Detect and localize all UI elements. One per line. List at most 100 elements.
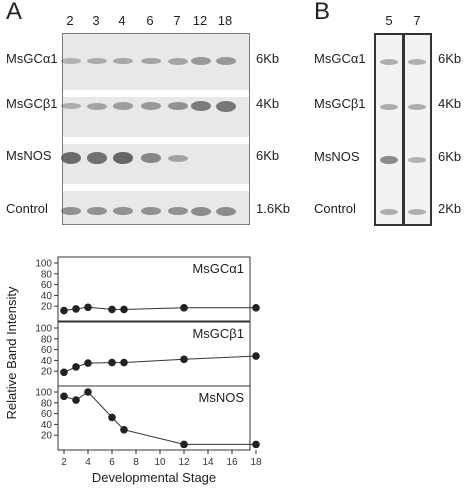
- x-tick-label: 6: [109, 457, 115, 468]
- blot-separator: [63, 90, 249, 97]
- data-point-msgcβ1: [108, 358, 116, 367]
- band-msgcα1-lane-12: [191, 57, 211, 65]
- y-tick-label: 20: [41, 431, 53, 442]
- row-label-msgcβ1: MsGCβ1: [6, 96, 58, 111]
- size-label-control: 1.6Kb: [256, 201, 290, 216]
- x-tick-label: 12: [178, 457, 190, 468]
- x-tick-label: 10: [154, 457, 166, 468]
- data-point-msgcβ1: [72, 363, 80, 371]
- data-point-msgcα1: [252, 304, 260, 312]
- band-msgcα1-lane-4: [113, 57, 133, 65]
- y-tick-label: 20: [41, 367, 53, 378]
- data-point-msgcα1: [60, 306, 68, 315]
- size-label-b-msnos: 6Kb: [438, 149, 462, 164]
- band-msnos-lane-6: [141, 153, 161, 163]
- band-control-lane-3: [87, 206, 107, 216]
- data-point-msnos: [108, 413, 116, 422]
- x-axis-label: Developmental Stage: [92, 470, 216, 485]
- lane-label-3: 3: [92, 13, 100, 28]
- band-msgcβ1-lane-3: [87, 102, 107, 110]
- lane-label-12: 12: [192, 13, 208, 28]
- panel-b-blot-lane-5: [374, 33, 404, 226]
- lane-label-18: 18: [217, 13, 233, 28]
- band-msgcα1-lane-3: [87, 57, 107, 65]
- size-label-b-control: 2Kb: [438, 201, 462, 216]
- y-tick-label: 60: [41, 345, 53, 356]
- band-control-lane-6: [141, 206, 161, 216]
- size-label-b-msgcα1: 6Kb: [438, 51, 462, 66]
- band-msgcα1-lane-6: [141, 57, 161, 65]
- data-point-msgcβ1: [60, 368, 68, 377]
- size-label-b-msgcβ1: 4Kb: [438, 96, 462, 111]
- blot-separator: [63, 137, 249, 144]
- data-point-msgcα1: [84, 303, 92, 312]
- band-b-control-lane-5: [380, 209, 398, 215]
- y-tick-label: 40: [41, 356, 53, 367]
- y-tick-label: 80: [41, 398, 53, 409]
- row-label-msgcα1: MsGCα1: [6, 51, 58, 66]
- band-b-msgcα1-lane-5: [380, 59, 398, 65]
- y-tick-label: 40: [41, 291, 53, 302]
- panel-b-blot-lane-7: [403, 33, 432, 226]
- y-tick-label: 20: [41, 302, 53, 313]
- band-msnos-lane-2: [61, 152, 81, 164]
- row-label-b-control: Control: [314, 201, 356, 216]
- size-label-msgcα1: 6Kb: [256, 51, 280, 66]
- data-point-msnos: [60, 392, 68, 401]
- data-point-msnos: [84, 388, 92, 396]
- chart-panel-title: MsGCα1: [192, 261, 244, 276]
- lane-label-4: 4: [118, 13, 126, 28]
- data-point-msgcα1: [72, 305, 80, 313]
- panel-a-blot: [61, 33, 250, 225]
- size-label-msgcβ1: 4Kb: [256, 96, 280, 111]
- band-control-lane-18: [216, 206, 236, 216]
- blot-separator: [63, 184, 249, 191]
- band-msnos-lane-7: [168, 154, 188, 162]
- x-tick-label: 16: [226, 457, 238, 468]
- data-point-msgcα1: [120, 305, 128, 314]
- band-msnos-lane-4: [113, 151, 133, 165]
- x-tick-label: 8: [133, 457, 139, 468]
- band-msgcβ1-lane-7: [168, 101, 188, 111]
- lane-label-b-5: 5: [385, 13, 393, 28]
- x-tick-label: 14: [202, 457, 214, 468]
- data-point-msgcβ1: [120, 358, 128, 367]
- chart-panel-title: MsNOS: [199, 390, 245, 405]
- band-msgcα1-lane-7: [168, 57, 188, 65]
- band-msnos-lane-3: [87, 152, 107, 164]
- row-label-b-msgcβ1: MsGCβ1: [314, 96, 366, 111]
- band-b-control-lane-7: [408, 209, 426, 215]
- data-point-msnos: [72, 396, 80, 404]
- x-tick-label: 18: [250, 457, 262, 468]
- band-control-lane-7: [168, 206, 188, 216]
- data-point-msgcα1: [108, 305, 116, 314]
- row-label-b-msgcα1: MsGCα1: [314, 51, 366, 66]
- y-axis-label: Relative Band Intensity: [4, 286, 19, 419]
- x-tick-label: 2: [61, 457, 67, 468]
- band-msgcα1-lane-18: [216, 57, 236, 65]
- y-tick-label: 100: [35, 388, 52, 399]
- y-tick-label: 100: [35, 259, 52, 270]
- band-b-msgcα1-lane-7: [408, 59, 426, 65]
- data-point-msnos: [180, 440, 188, 449]
- lane-label-7: 7: [173, 13, 181, 28]
- row-label-control: Control: [6, 201, 48, 216]
- series-line-msgcβ1: [63, 355, 257, 373]
- band-control-lane-12: [191, 206, 211, 216]
- data-point-msgcβ1: [84, 359, 92, 367]
- chart-panel-title: MsGCβ1: [192, 326, 244, 341]
- data-point-msgcβ1: [180, 355, 188, 364]
- y-tick-label: 100: [35, 324, 52, 335]
- lane-label-6: 6: [146, 13, 154, 28]
- data-point-msnos: [120, 426, 128, 434]
- panel-a-label: A: [6, 0, 23, 25]
- band-msgcβ1-lane-6: [141, 102, 161, 110]
- chart-panel-frame: [57, 385, 251, 451]
- data-point-msgcα1: [180, 304, 188, 312]
- data-point-msnos: [252, 440, 260, 449]
- band-b-msnos-lane-7: [408, 157, 426, 163]
- data-point-msgcβ1: [252, 352, 260, 360]
- size-label-msnos: 6Kb: [256, 148, 280, 163]
- lane-label-2: 2: [66, 13, 74, 28]
- panel-b-label: B: [314, 0, 331, 25]
